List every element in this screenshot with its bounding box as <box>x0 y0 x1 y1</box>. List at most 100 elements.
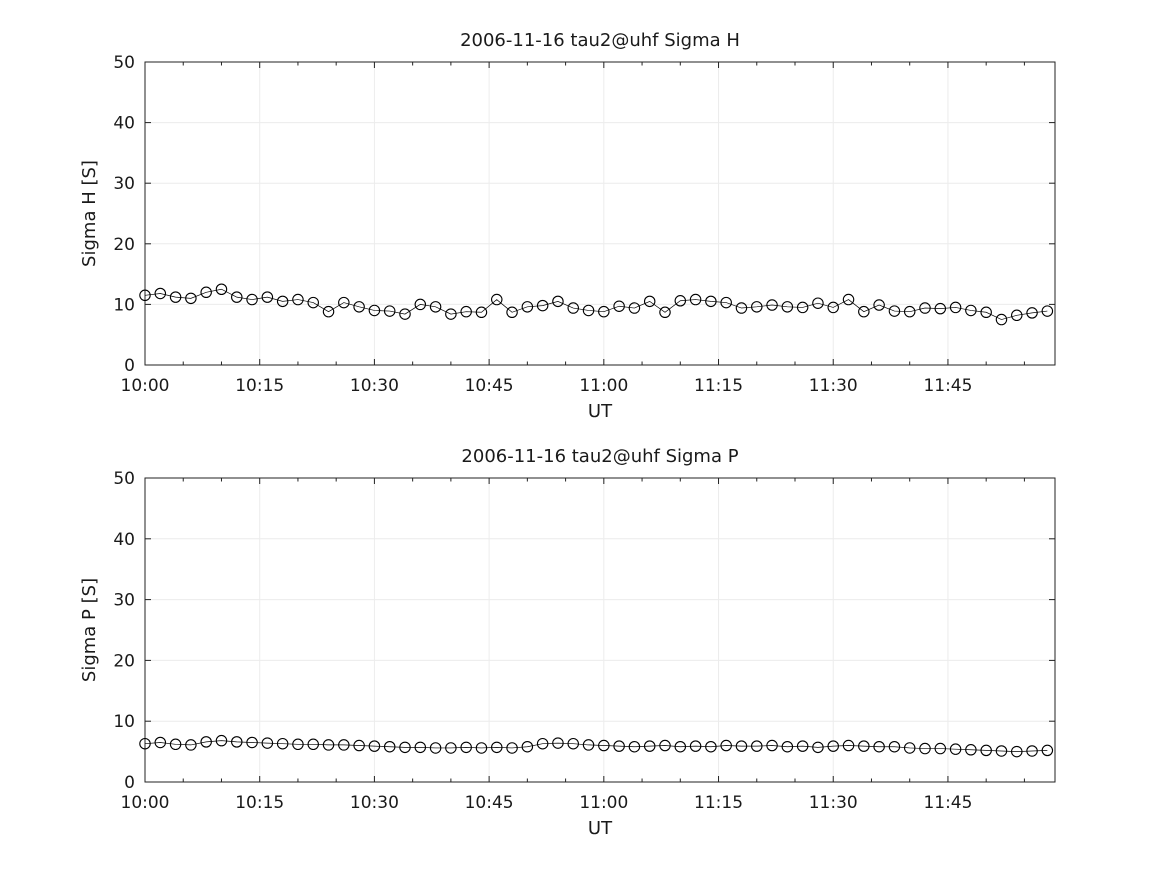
data-point <box>873 299 885 311</box>
data-point <box>903 305 916 318</box>
x-axis-label: UT <box>588 818 613 839</box>
data-point <box>919 302 931 314</box>
x-tick-label: 10:15 <box>235 793 284 813</box>
data-point <box>292 293 304 306</box>
data-point <box>536 299 549 312</box>
data-point <box>643 295 656 308</box>
plot-box <box>144 477 1056 783</box>
data-point <box>842 739 855 752</box>
data-point <box>552 295 564 308</box>
data-point <box>659 306 671 319</box>
data-point <box>766 739 778 752</box>
data-point <box>781 740 794 753</box>
data-point <box>154 736 167 749</box>
data-point <box>598 739 610 752</box>
data-point <box>965 304 977 317</box>
data-point <box>139 737 151 750</box>
data-point <box>949 743 962 755</box>
data-point <box>383 740 396 753</box>
data-point <box>659 739 671 752</box>
y-tick-label: 40 <box>113 114 135 134</box>
data-point <box>1026 307 1038 319</box>
data-point <box>292 738 304 751</box>
data-point <box>506 742 518 754</box>
data-point <box>949 301 962 314</box>
x-tick-label: 11:30 <box>809 376 858 396</box>
data-point <box>231 291 243 303</box>
data-point <box>185 739 197 751</box>
x-tick-label: 11:15 <box>694 376 743 396</box>
data-line <box>144 288 1048 320</box>
data-point <box>261 737 274 749</box>
data-point <box>888 305 901 317</box>
data-point <box>873 740 885 753</box>
data-point <box>995 745 1008 757</box>
x-tick-label: 11:30 <box>809 793 858 813</box>
x-tick-label: 11:45 <box>923 376 972 396</box>
data-point <box>368 304 381 317</box>
x-tick-label: 11:00 <box>579 376 628 396</box>
data-point <box>169 291 182 303</box>
y-tick-label: 20 <box>113 651 135 671</box>
y-tick-label: 30 <box>113 174 135 194</box>
data-point <box>307 738 319 751</box>
data-point <box>796 740 809 752</box>
data-point <box>903 742 916 754</box>
data-point <box>628 302 641 314</box>
data-point <box>276 737 289 750</box>
data-point <box>276 295 289 308</box>
data-point <box>552 737 564 749</box>
data-point <box>307 296 319 309</box>
x-tick-label: 11:45 <box>923 793 972 813</box>
data-point <box>735 740 748 752</box>
data-point <box>567 737 579 750</box>
data-point <box>1041 305 1054 317</box>
y-tick-label: 10 <box>113 295 135 315</box>
data-point <box>414 741 427 754</box>
data-point <box>322 305 335 318</box>
data-point <box>322 739 335 751</box>
data-point <box>674 295 687 307</box>
data-point <box>689 740 702 752</box>
data-line <box>144 740 1048 752</box>
data-point <box>735 302 748 314</box>
chart-title: 2006-11-16 tau2@uhf Sigma H <box>460 30 740 51</box>
data-point <box>980 306 992 319</box>
data-point <box>353 739 365 752</box>
data-point <box>567 302 579 314</box>
data-point <box>751 301 763 313</box>
data-point <box>383 305 396 317</box>
data-point <box>246 293 258 306</box>
data-point <box>1011 309 1023 322</box>
data-point <box>858 305 870 318</box>
data-point <box>643 740 656 752</box>
data-point <box>368 740 381 752</box>
data-point <box>460 741 472 754</box>
x-tick-label: 10:00 <box>121 793 170 813</box>
data-point <box>169 738 182 751</box>
data-point <box>185 292 197 305</box>
data-point <box>491 293 503 306</box>
x-tick-label: 10:00 <box>121 376 170 396</box>
data-point <box>231 736 243 748</box>
chart-title: 2006-11-16 tau2@uhf Sigma P <box>461 446 738 467</box>
data-point <box>689 293 702 306</box>
data-point <box>154 287 167 300</box>
data-point <box>751 740 763 752</box>
x-tick-label: 10:30 <box>350 376 399 396</box>
data-point <box>980 744 992 757</box>
y-axis-label: Sigma P [S] <box>79 578 100 682</box>
data-point <box>399 741 411 754</box>
y-tick-label: 50 <box>113 53 135 73</box>
plot-box <box>144 61 1056 366</box>
data-point <box>598 305 610 318</box>
data-point <box>720 296 732 309</box>
x-tick-label: 10:15 <box>235 376 284 396</box>
data-point <box>705 740 717 753</box>
data-point <box>812 741 824 754</box>
data-point <box>475 742 488 754</box>
data-point <box>338 296 350 309</box>
y-axis-label: Sigma H [S] <box>79 160 100 267</box>
data-point <box>215 734 228 747</box>
data-point <box>888 740 901 753</box>
